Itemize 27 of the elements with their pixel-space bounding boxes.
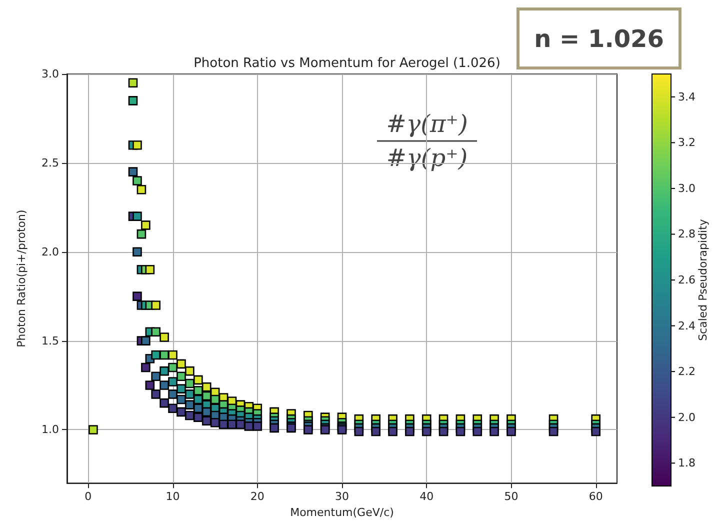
x-tick-label: 0 — [84, 490, 92, 504]
y-tick-label: 1.5 — [42, 334, 59, 348]
color-bar-label: 3.4 — [678, 90, 696, 104]
color-bar-label: 2.8 — [678, 228, 696, 241]
color-bar-label: 2.4 — [678, 319, 696, 332]
x-tick-label: 40 — [420, 490, 434, 504]
color-bar-label: 2.2 — [678, 365, 696, 378]
color-bar-label: 1.8 — [678, 456, 696, 470]
y-tick-label: 2.0 — [42, 245, 59, 258]
y-tick-label: 1.0 — [42, 423, 59, 436]
text: n = 1.026 — [534, 25, 664, 53]
x-tick-label: 20 — [250, 490, 264, 504]
y-tick-label: 3.0 — [42, 68, 59, 80]
x-axis-title: Momentum(GeV/c) — [290, 506, 394, 519]
color-bar-label: 3.0 — [678, 182, 696, 195]
color-bar-label: 2.0 — [678, 410, 696, 424]
x-tick-label: 60 — [588, 490, 603, 504]
x-tick-label: 10 — [166, 490, 180, 504]
x-tick-label: 30 — [335, 490, 349, 504]
x-tick-label: 50 — [504, 490, 518, 504]
color-bar-title: Scaled Pseudorapidity — [696, 218, 710, 341]
y-tick-label: 2.5 — [42, 156, 59, 170]
color-bar-label: 2.6 — [678, 274, 696, 286]
annotation: #γ(π⁺) — [386, 110, 468, 138]
chart-title: Photon Ratio vs Momentum for Aerogel (1.026) — [194, 56, 500, 71]
y-axis-title: Photon Ratio(pi+/proton) — [15, 210, 28, 348]
color-bar-label: 3.2 — [678, 136, 696, 150]
